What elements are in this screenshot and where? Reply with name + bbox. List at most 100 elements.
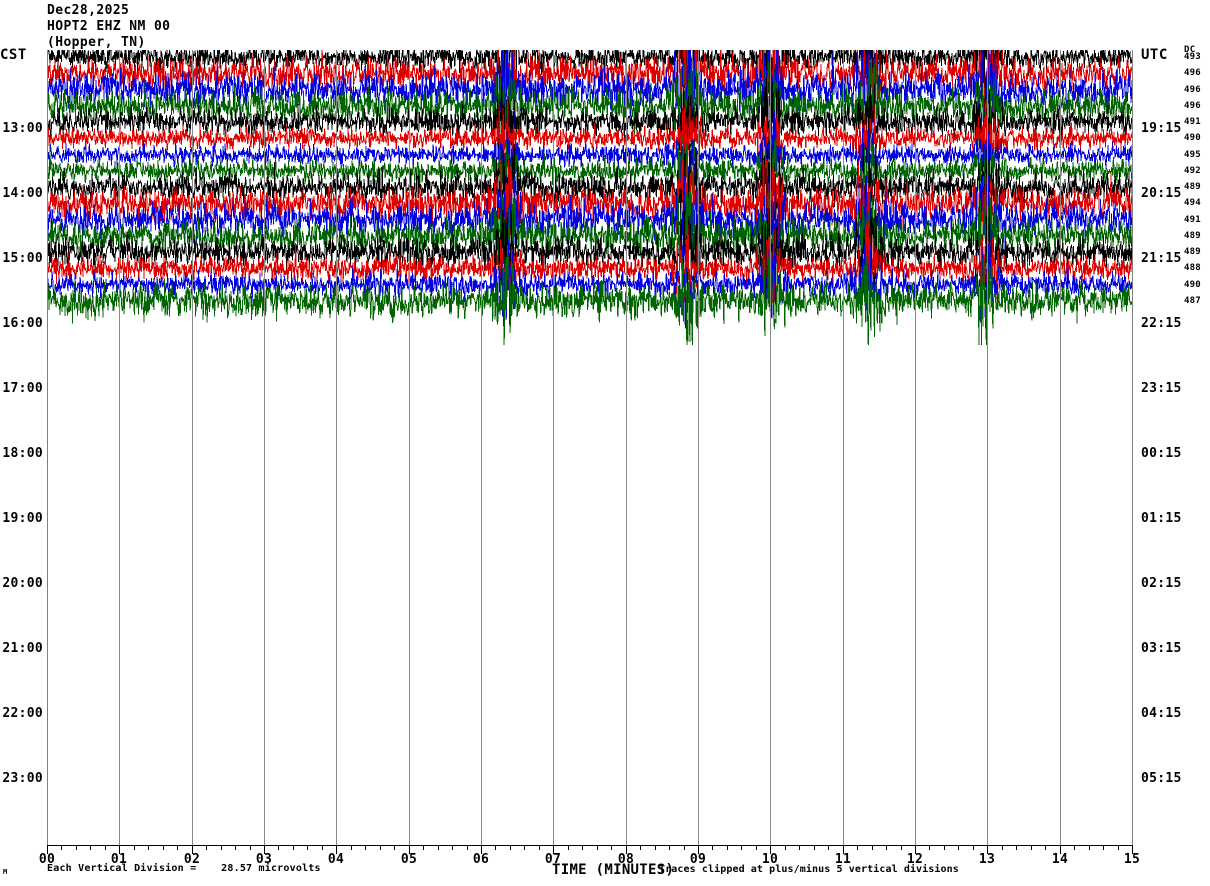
x-tick-label-01: 01 — [110, 852, 128, 867]
x-tick-minor — [582, 845, 583, 850]
x-tick-minor — [640, 845, 641, 850]
left-time-label-1400: 14:00 — [2, 186, 43, 201]
x-tick-major-07 — [553, 845, 554, 854]
x-tick-minor — [901, 845, 902, 850]
x-tick-label-02: 02 — [183, 852, 201, 867]
gridline-minute-09 — [698, 50, 699, 845]
left-time-label-1500: 15:00 — [2, 251, 43, 266]
x-tick-major-10 — [770, 845, 771, 854]
gridline-minute-11 — [843, 50, 844, 845]
header-station: HOPT2 EHZ NM 00 — [47, 19, 171, 34]
right-time-label-2215: 22:15 — [1141, 316, 1182, 331]
x-tick-minor — [872, 845, 873, 850]
dc-column-header: DC — [1184, 45, 1196, 55]
x-tick-major-04 — [336, 845, 337, 854]
x-tick-minor — [278, 845, 279, 850]
plot-left-border — [47, 50, 48, 845]
x-tick-label-09: 09 — [689, 852, 707, 867]
right-timezone-label: UTC — [1141, 47, 1168, 63]
x-tick-minor — [828, 845, 829, 850]
x-tick-label-14: 14 — [1051, 852, 1069, 867]
seismic-trace-row-0 — [47, 50, 1132, 102]
x-tick-minor — [467, 845, 468, 850]
x-tick-minor — [712, 845, 713, 850]
x-tick-minor — [741, 845, 742, 850]
x-tick-minor — [235, 845, 236, 850]
left-timezone-label: CST — [0, 47, 27, 63]
seismic-trace-row-13 — [47, 224, 1132, 313]
x-tick-minor — [163, 845, 164, 850]
left-time-label-2100: 21:00 — [2, 641, 43, 656]
x-tick-minor — [307, 845, 308, 850]
right-time-label-0515: 05:15 — [1141, 771, 1182, 786]
gridline-minute-04 — [336, 50, 337, 845]
seismic-trace-row-3 — [47, 61, 1132, 151]
gridline-minute-08 — [626, 50, 627, 845]
right-time-label-0115: 01:15 — [1141, 511, 1182, 526]
x-tick-minor — [61, 845, 62, 850]
x-tick-minor — [423, 845, 424, 850]
x-tick-minor — [611, 845, 612, 850]
right-time-label-0015: 00:15 — [1141, 446, 1182, 461]
gridline-minute-13 — [987, 50, 988, 845]
seismic-trace-row-8 — [47, 142, 1132, 232]
right-time-label-0215: 02:15 — [1141, 576, 1182, 591]
x-tick-minor — [1103, 845, 1104, 850]
right-time-label-1915: 19:15 — [1141, 121, 1182, 136]
left-time-label-1600: 16:00 — [2, 316, 43, 331]
gridline-minute-03 — [264, 50, 265, 845]
dc-value-row-5: 490 — [1184, 133, 1201, 143]
trace-canvas — [47, 50, 1132, 345]
x-tick-minor — [105, 845, 106, 850]
gridline-minute-07 — [553, 50, 554, 845]
x-tick-minor — [1031, 845, 1032, 850]
x-tick-major-08 — [626, 845, 627, 854]
x-tick-major-13 — [987, 845, 988, 854]
x-tick-minor — [495, 845, 496, 850]
x-tick-minor — [1074, 845, 1075, 850]
gridline-minute-12 — [915, 50, 916, 845]
seismic-trace-row-2 — [47, 50, 1132, 134]
dc-value-row-14: 490 — [1184, 280, 1201, 290]
gridline-minute-14 — [1060, 50, 1061, 845]
x-tick-minor — [524, 845, 525, 850]
x-tick-minor — [365, 845, 366, 850]
x-tick-label-11: 11 — [834, 852, 852, 867]
x-tick-major-12 — [915, 845, 916, 854]
x-tick-minor — [886, 845, 887, 850]
seismic-trace-row-6 — [47, 110, 1132, 193]
x-tick-major-14 — [1060, 845, 1061, 854]
seismic-trace-row-9 — [47, 159, 1132, 248]
x-tick-minor — [1118, 845, 1119, 850]
right-time-label-2315: 23:15 — [1141, 381, 1182, 396]
left-time-label-1900: 19:00 — [2, 511, 43, 526]
seismic-trace-row-12 — [47, 207, 1132, 297]
x-tick-minor — [799, 845, 800, 850]
x-tick-minor — [177, 845, 178, 850]
seismic-trace-row-15 — [47, 256, 1132, 345]
gridline-minute-01 — [119, 50, 120, 845]
x-tick-minor — [539, 845, 540, 850]
x-tick-minor — [250, 845, 251, 850]
x-tick-label-12: 12 — [906, 852, 924, 867]
x-tick-major-09 — [698, 845, 699, 854]
dc-value-row-15: 487 — [1184, 296, 1201, 306]
x-axis-title: TIME (MINUTES) — [552, 862, 675, 878]
x-tick-minor — [727, 845, 728, 850]
seismogram-plot — [47, 50, 1132, 845]
gridline-minute-05 — [409, 50, 410, 845]
x-tick-label-07: 07 — [544, 852, 562, 867]
x-tick-minor — [90, 845, 91, 850]
dc-value-row-10: 491 — [1184, 215, 1201, 225]
dc-value-row-13: 488 — [1184, 263, 1201, 273]
right-time-label-2115: 21:15 — [1141, 251, 1182, 266]
left-time-label-1700: 17:00 — [2, 381, 43, 396]
x-tick-label-05: 05 — [400, 852, 418, 867]
x-tick-minor — [684, 845, 685, 850]
x-tick-minor — [438, 845, 439, 850]
gridline-minute-02 — [192, 50, 193, 845]
x-tick-minor — [452, 845, 453, 850]
left-time-label-1300: 13:00 — [2, 121, 43, 136]
x-tick-minor — [597, 845, 598, 850]
x-tick-minor — [1002, 845, 1003, 850]
